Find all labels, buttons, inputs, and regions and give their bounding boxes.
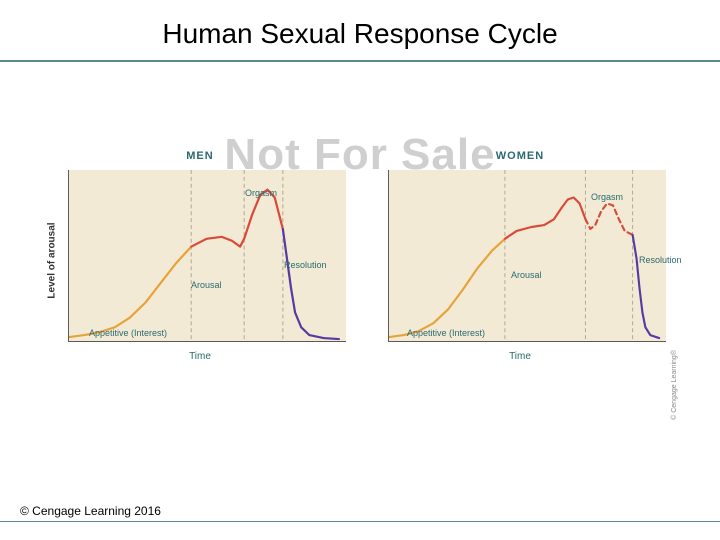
phase-label: Resolution	[639, 255, 682, 265]
phase-label: Arousal	[191, 280, 222, 290]
panel-title-women: WOMEN	[370, 150, 670, 162]
title-divider	[0, 60, 720, 62]
charts-container: MEN Level of arousal Appetitive (Interes…	[50, 150, 670, 380]
chart-panel-men: MEN Level of arousal Appetitive (Interes…	[50, 150, 350, 360]
chart-panel-women: WOMEN Appetitive (Interest) Arousal Orgasm…	[370, 150, 670, 360]
chart-svg-women	[389, 170, 666, 341]
plot-bg-women	[389, 170, 666, 341]
x-axis-label-women: Time	[370, 351, 670, 362]
chart-svg-men	[69, 170, 346, 341]
phase-label: Arousal	[511, 270, 542, 280]
phase-label: Resolution	[284, 260, 327, 270]
plot-area-men: Appetitive (Interest) Arousal Orgasm Resolu…	[68, 170, 346, 342]
phase-label: Orgasm	[591, 192, 623, 202]
x-axis-label-men: Time	[50, 351, 350, 362]
plot-area-women: Appetitive (Interest)ArousalOrgasmResolu…	[388, 170, 666, 342]
phase-label: Orgasm	[245, 188, 277, 198]
side-credit: © Cengage Learning®	[671, 350, 678, 420]
slide-title: Human Sexual Response Cycle	[0, 0, 720, 60]
panel-title-men: MEN	[50, 150, 350, 162]
plot-bg-men	[69, 170, 346, 341]
phase-label: Appetitive (Interest)	[89, 328, 167, 338]
footer-divider	[0, 521, 720, 522]
footer-copyright: © Cengage Learning 2016	[20, 504, 161, 518]
phase-label: Appetitive (Interest)	[407, 328, 485, 338]
y-axis-label: Level of arousal	[47, 201, 58, 321]
